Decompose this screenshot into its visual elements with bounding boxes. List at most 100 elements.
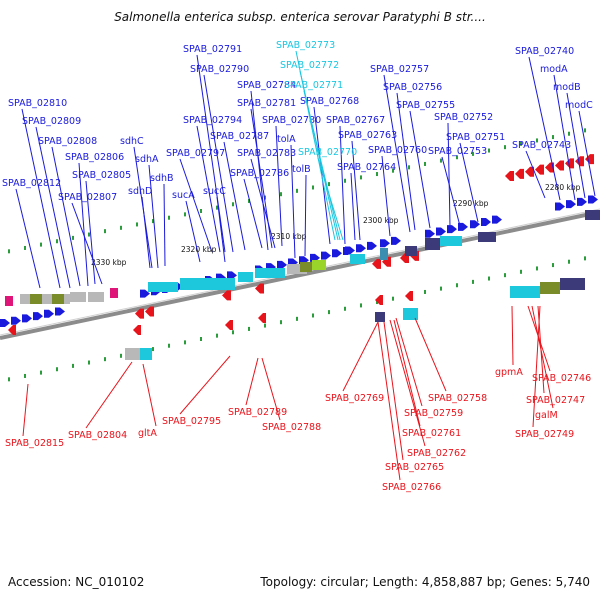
gene-label-forward: SPAB_02805: [72, 170, 131, 181]
label-connector: [383, 74, 411, 233]
gene-label-forward: SPAB_02794: [183, 115, 242, 126]
tick-mark: [312, 185, 314, 190]
label-connector: [250, 158, 276, 249]
reverse-gene-arrow: [505, 170, 514, 181]
feature-block: [510, 286, 540, 298]
feature-block: [52, 294, 64, 304]
forward-gene-arrow: [33, 312, 43, 321]
gene-label-forward: SPAB_02786: [230, 168, 289, 179]
gene-label-forward: modA: [540, 64, 568, 75]
label-connector: [351, 140, 361, 241]
gene-label-forward: SPAB_02812: [2, 178, 61, 189]
gene-label-forward: SPAB_02797: [166, 148, 225, 159]
label-connector: [21, 108, 61, 289]
tick-mark: [232, 202, 234, 207]
label-connector: [179, 158, 213, 253]
gene-label-forward: SPAB_02760: [368, 145, 427, 156]
forward-gene-arrow: [367, 241, 377, 250]
tick-mark: [280, 192, 282, 197]
feature-block: [300, 262, 312, 272]
tick-mark: [248, 326, 250, 331]
forward-gene-arrow: [470, 220, 480, 229]
forward-gene-arrow: [0, 319, 10, 327]
forward-gene-arrow: [55, 307, 65, 316]
gene-label-reverse: SPAB_02759: [404, 408, 463, 419]
tick-mark: [216, 333, 218, 338]
feature-block: [20, 294, 70, 304]
gene-label-forward: SPAB_02781: [237, 98, 296, 109]
forward-gene-arrow: [277, 260, 287, 269]
label-connector: [141, 196, 151, 269]
label-connector: [339, 125, 346, 245]
feature-block: [585, 210, 600, 220]
feature-block: [148, 282, 178, 292]
scale-tick-label: 2320 kbp: [181, 245, 217, 254]
label-connector: [35, 126, 71, 289]
feature-block: [238, 272, 253, 282]
label-connector: [203, 74, 234, 253]
gene-label-forward: sdhC: [120, 136, 144, 147]
label-connector: [531, 305, 554, 409]
label-connector: [304, 174, 307, 257]
tick-mark: [456, 283, 458, 288]
label-connector: [148, 164, 159, 269]
gene-label-highlight: SPAB_02770: [298, 147, 357, 158]
label-connector: [243, 178, 263, 249]
label-connector: [179, 355, 231, 415]
tick-mark: [88, 232, 90, 237]
tick-mark: [136, 222, 138, 227]
gene-label-reverse: SPAB_02788: [262, 422, 321, 433]
forward-gene-arrow: [11, 316, 21, 325]
reverse-gene-arrow: [133, 325, 141, 335]
label-connector: [185, 200, 201, 263]
tick-mark: [40, 370, 42, 375]
tick-mark: [152, 347, 154, 352]
forward-gene-arrow: [321, 251, 331, 260]
forward-gene-arrow: [577, 197, 587, 206]
tick-mark: [232, 330, 234, 335]
forward-gene-arrow: [481, 217, 491, 226]
tick-mark: [472, 151, 474, 156]
gene-label-forward: SPAB_02743: [512, 140, 571, 151]
reverse-gene-arrow: [255, 283, 264, 294]
gene-label-forward: SPAB_02753: [428, 146, 487, 157]
forward-gene-arrow: [22, 314, 32, 323]
gene-label-forward: SPAB_02787: [210, 131, 269, 142]
tick-mark: [552, 135, 554, 140]
label-connector: [396, 92, 416, 231]
reverse-gene-arrow: [375, 295, 383, 305]
reverse-gene-arrow: [515, 168, 524, 179]
feature-block: [478, 232, 496, 242]
gene-label-highlight: SPAB_02773: [276, 40, 335, 51]
tick-mark: [488, 148, 490, 153]
label-connector: [250, 90, 269, 251]
tick-mark: [104, 357, 106, 362]
forward-gene-arrow: [436, 227, 446, 236]
label-connector: [566, 92, 586, 199]
tick-mark: [296, 188, 298, 193]
label-connector: [71, 202, 103, 285]
label-connector: [414, 317, 447, 392]
map-title: Salmonella enterica subsp. enterica sero…: [114, 10, 486, 24]
tick-mark: [72, 235, 74, 240]
tick-mark: [328, 182, 330, 187]
reverse-gene-arrow: [258, 313, 266, 323]
tick-mark: [360, 175, 362, 180]
forward-gene-arrow: [356, 244, 366, 253]
tick-mark: [536, 266, 538, 271]
tick-mark: [408, 165, 410, 170]
tick-mark: [568, 259, 570, 264]
reverse-gene-arrow: [575, 156, 584, 167]
label-connector: [142, 363, 157, 427]
forward-gene-arrow: [566, 200, 576, 209]
tick-mark: [376, 172, 378, 177]
label-connector: [303, 90, 341, 241]
reverse-gene-arrow: [145, 306, 154, 317]
gene-label-reverse: SPAB_02769: [325, 393, 384, 404]
scale-tick-label: 2280 kbp: [545, 183, 581, 192]
gene-label-reverse: gpmA: [495, 367, 523, 378]
gene-label-forward: sdhA: [135, 154, 159, 165]
tick-mark: [536, 138, 538, 143]
tick-mark: [24, 373, 26, 378]
gene-label-forward: tolB: [292, 164, 311, 175]
